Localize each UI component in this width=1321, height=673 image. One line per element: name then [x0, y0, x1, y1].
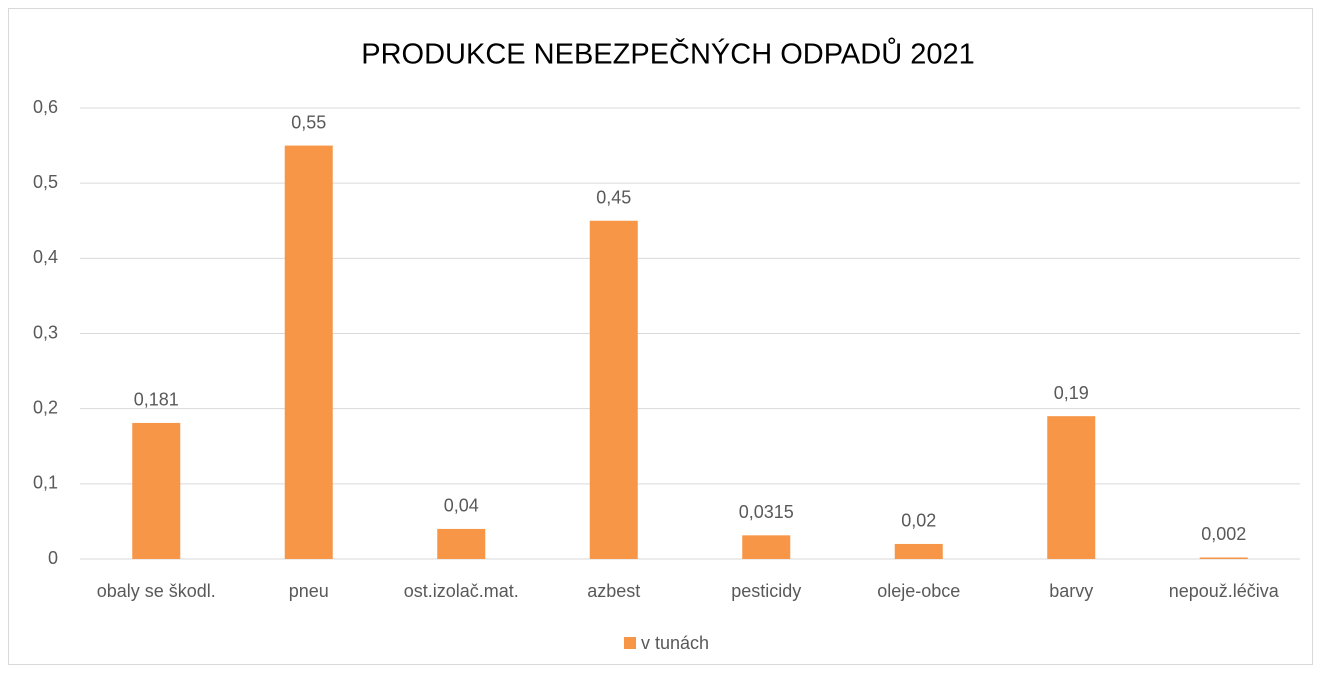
data-label: 0,002 — [1201, 524, 1246, 544]
x-tick-label: barvy — [1049, 581, 1093, 601]
x-tick-label: pneu — [289, 581, 329, 601]
bar — [589, 220, 638, 559]
chart-border — [8, 8, 1313, 665]
y-tick-label: 0,1 — [33, 473, 58, 493]
bar — [1047, 416, 1096, 559]
chart-title: PRODUKCE NEBEZPEČNÝCH ODPADŮ 2021 — [361, 37, 974, 71]
x-tick-label: ost.izolač.mat. — [404, 581, 519, 601]
legend-swatch — [624, 637, 636, 649]
data-label: 0,04 — [444, 496, 479, 516]
y-tick-label: 0 — [48, 548, 58, 568]
bar — [437, 528, 486, 559]
x-tick-label: obaly se škodl. — [97, 581, 216, 601]
x-tick-label: oleje-obce — [877, 581, 960, 601]
data-label: 0,19 — [1054, 383, 1089, 403]
y-tick-label: 0,2 — [33, 397, 58, 417]
bar — [132, 422, 181, 559]
bar — [284, 145, 333, 560]
x-tick-label: nepouž.léčiva — [1169, 581, 1280, 601]
data-label: 0,55 — [291, 112, 326, 132]
bar — [742, 535, 791, 559]
data-label: 0,0315 — [739, 502, 794, 522]
data-label: 0,45 — [596, 188, 631, 208]
x-tick-label: pesticidy — [731, 581, 801, 601]
bar — [1199, 557, 1248, 559]
bar — [894, 543, 943, 559]
y-tick-label: 0,3 — [33, 322, 58, 342]
y-tick-label: 0,4 — [33, 247, 58, 267]
data-label: 0,02 — [901, 511, 936, 531]
legend-label: v tunách — [641, 633, 709, 653]
y-tick-label: 0,5 — [33, 172, 58, 192]
y-tick-label: 0,6 — [33, 97, 58, 117]
data-label: 0,181 — [134, 390, 179, 410]
x-tick-label: azbest — [587, 581, 640, 601]
